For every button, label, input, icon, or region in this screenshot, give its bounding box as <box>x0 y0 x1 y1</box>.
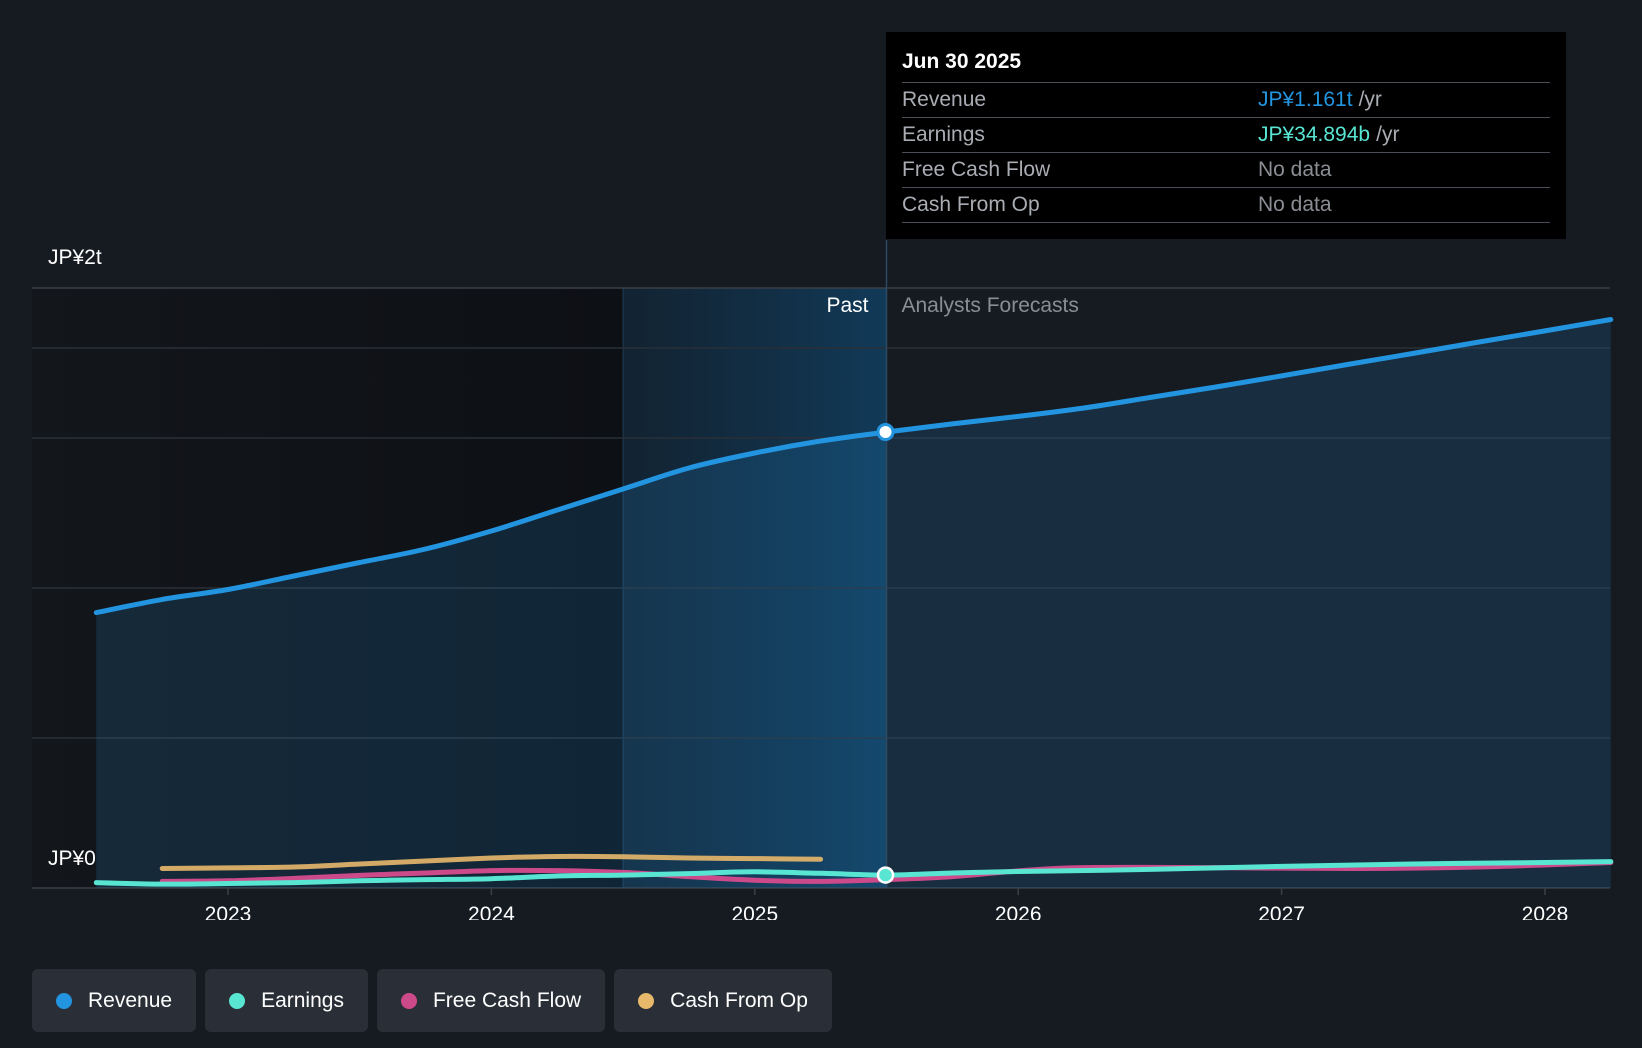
earnings-marker <box>876 866 895 884</box>
tooltip-row-cash-from-op: Cash From Op No data <box>902 187 1550 223</box>
tooltip-value: No data <box>1258 193 1332 216</box>
legend-label: Earnings <box>261 988 344 1012</box>
tooltip-unit: /yr <box>1376 123 1400 146</box>
tooltip-unit: /yr <box>1358 88 1382 111</box>
x-tick-label: 2023 <box>205 903 252 920</box>
x-tick-label: 2025 <box>731 903 778 920</box>
revenue-marker <box>876 423 895 441</box>
series-line-revenue <box>93 317 1614 616</box>
legend-item-revenue[interactable]: Revenue <box>32 969 197 1032</box>
legend-dot-icon <box>638 992 655 1009</box>
past-label: Past <box>826 294 868 317</box>
legend-dot-icon <box>229 992 246 1009</box>
legend-dot-icon <box>56 992 72 1009</box>
legend-label: Revenue <box>88 988 173 1012</box>
tooltip-value: JP¥1.161t <box>1258 88 1353 111</box>
series-line-earnings <box>93 859 1614 887</box>
x-tick-label: 2027 <box>1258 903 1305 920</box>
x-tick-label: 2026 <box>995 903 1042 920</box>
tooltip-row-earnings: Earnings JP¥34.894b /yr <box>902 117 1550 152</box>
tooltip-row-revenue: Revenue JP¥1.161t /yr <box>902 82 1550 117</box>
tooltip-value: JP¥34.894b <box>1258 123 1371 146</box>
chart-legend: Revenue Earnings Free Cash Flow Cash Fro… <box>32 969 832 1032</box>
revenue-earnings-chart: JP¥2t JP¥0 Past Analysts Forecasts 2023 2024 2… <box>32 240 1614 920</box>
legend-dot-icon <box>400 992 417 1009</box>
tooltip-label: Cash From Op <box>902 193 1040 216</box>
forecast-label: Analysts Forecasts <box>902 294 1079 317</box>
tooltip-label: Free Cash Flow <box>902 158 1051 181</box>
legend-item-cash-from-op[interactable]: Cash From Op <box>614 969 832 1032</box>
y-tick-label-zero: JP¥0 <box>48 847 96 870</box>
tooltip-row-free-cash-flow: Free Cash Flow No data <box>902 152 1550 187</box>
legend-label: Free Cash Flow <box>432 988 582 1012</box>
x-tick-label: 2024 <box>468 903 515 920</box>
tooltip-date: Jun 30 2025 <box>902 50 1022 73</box>
legend-label: Cash From Op <box>670 988 808 1012</box>
x-tick-label: 2028 <box>1522 903 1569 920</box>
series-area-revenue <box>96 319 1611 888</box>
tooltip-label: Revenue <box>902 88 987 111</box>
legend-item-free-cash-flow[interactable]: Free Cash Flow <box>376 969 606 1032</box>
y-tick-label-top: JP¥2t <box>48 246 102 269</box>
data-tooltip: Jun 30 2025 Revenue JP¥1.161t /yr Earnin… <box>886 32 1566 239</box>
tooltip-value: No data <box>1258 158 1332 181</box>
legend-item-earnings[interactable]: Earnings <box>205 969 368 1032</box>
tooltip-label: Earnings <box>902 123 985 146</box>
series-line-cash-from-op <box>159 853 824 871</box>
